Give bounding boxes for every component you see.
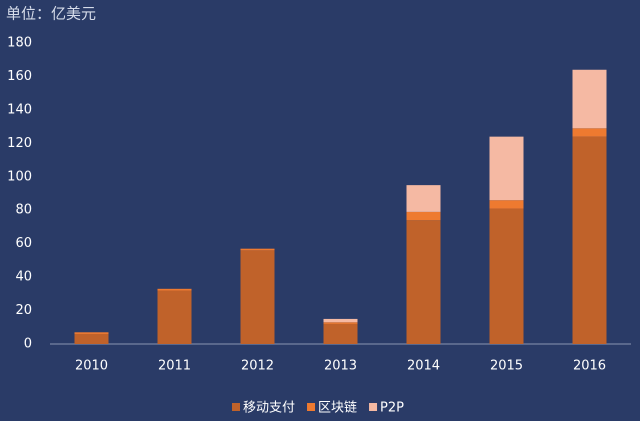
x-tick-label: 2015 (490, 359, 523, 374)
bar-segment (489, 208, 524, 344)
bar-segment (406, 220, 441, 344)
x-tick-label: 2011 (158, 359, 191, 374)
y-tick-label: 40 (15, 270, 32, 285)
bar-segment (74, 332, 109, 334)
y-tick-label: 80 (15, 203, 32, 218)
bar-segment (157, 290, 192, 344)
legend-swatch (307, 403, 316, 411)
bar-segment (572, 128, 607, 137)
bar-segment (323, 318, 358, 323)
bar-segment (489, 136, 524, 201)
bar-segment (157, 288, 192, 291)
bar-segment (323, 323, 358, 344)
x-tick-label: 2014 (407, 359, 440, 374)
legend-label: 移动支付 (243, 401, 295, 416)
y-tick-label: 100 (7, 169, 32, 184)
bar-segment (74, 333, 109, 344)
bar-segment (323, 322, 358, 324)
bar-segment (406, 185, 441, 212)
y-tick-label: 140 (7, 102, 32, 117)
bar-segment (572, 69, 607, 129)
legend-label: 区块链 (318, 401, 357, 416)
bar-segment (572, 136, 607, 344)
bar-segment (406, 211, 441, 221)
y-tick-label: 60 (15, 236, 32, 251)
y-tick-label: 180 (7, 36, 32, 51)
x-tick-label: 2012 (241, 359, 274, 374)
bar-segment (240, 250, 275, 344)
legend-swatch (232, 403, 240, 411)
y-tick-label: 160 (7, 69, 32, 84)
bar-segment (240, 248, 275, 251)
y-tick-label: 0 (24, 337, 32, 352)
y-tick-label: 120 (7, 136, 32, 151)
x-tick-label: 2010 (75, 359, 108, 374)
legend-swatch (369, 403, 378, 411)
x-tick-label: 2013 (324, 359, 357, 374)
legend-label: P2P (380, 401, 404, 416)
chart-title: 单位：亿美元 (6, 5, 96, 23)
bar-segment (489, 200, 524, 209)
y-tick-label: 20 (15, 303, 32, 318)
x-tick-label: 2016 (573, 359, 606, 374)
